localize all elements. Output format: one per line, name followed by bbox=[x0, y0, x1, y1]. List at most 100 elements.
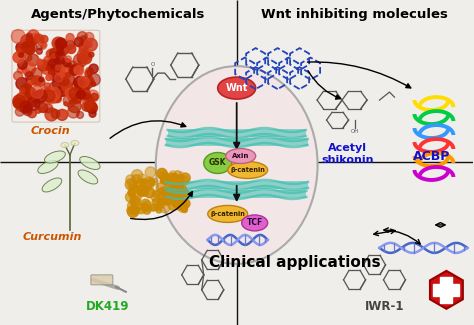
Text: Crocin: Crocin bbox=[30, 126, 70, 136]
Circle shape bbox=[85, 70, 92, 77]
Circle shape bbox=[21, 35, 33, 47]
Circle shape bbox=[159, 171, 169, 180]
Circle shape bbox=[82, 102, 91, 111]
Circle shape bbox=[46, 75, 52, 81]
Circle shape bbox=[70, 66, 79, 75]
Circle shape bbox=[44, 104, 53, 113]
Circle shape bbox=[81, 36, 86, 42]
Circle shape bbox=[27, 91, 33, 97]
Circle shape bbox=[17, 48, 21, 52]
Circle shape bbox=[57, 110, 68, 120]
Circle shape bbox=[37, 78, 45, 86]
Circle shape bbox=[40, 35, 48, 43]
Circle shape bbox=[179, 186, 187, 193]
Circle shape bbox=[82, 52, 86, 56]
Circle shape bbox=[167, 186, 173, 193]
Circle shape bbox=[19, 53, 23, 57]
Circle shape bbox=[169, 171, 177, 178]
Circle shape bbox=[89, 64, 98, 73]
Circle shape bbox=[14, 71, 22, 80]
Circle shape bbox=[22, 107, 27, 113]
Circle shape bbox=[49, 90, 61, 103]
Circle shape bbox=[63, 46, 70, 53]
Circle shape bbox=[82, 76, 94, 88]
Circle shape bbox=[168, 200, 177, 210]
Circle shape bbox=[29, 38, 36, 46]
Circle shape bbox=[77, 81, 89, 93]
Circle shape bbox=[77, 49, 91, 62]
Circle shape bbox=[31, 33, 40, 43]
Circle shape bbox=[160, 203, 170, 213]
Circle shape bbox=[165, 185, 170, 189]
Circle shape bbox=[32, 93, 36, 97]
Circle shape bbox=[91, 82, 96, 86]
Ellipse shape bbox=[218, 77, 255, 99]
Text: Curcumin: Curcumin bbox=[22, 232, 82, 242]
Circle shape bbox=[151, 179, 155, 184]
Circle shape bbox=[84, 38, 97, 51]
Circle shape bbox=[77, 32, 87, 42]
Circle shape bbox=[55, 40, 63, 47]
Circle shape bbox=[52, 90, 62, 100]
Circle shape bbox=[42, 64, 52, 74]
Circle shape bbox=[82, 101, 91, 110]
Circle shape bbox=[131, 192, 141, 202]
Circle shape bbox=[175, 201, 181, 206]
Circle shape bbox=[86, 95, 91, 100]
Circle shape bbox=[143, 177, 155, 188]
Circle shape bbox=[55, 65, 61, 70]
Circle shape bbox=[137, 205, 145, 213]
Circle shape bbox=[39, 60, 47, 69]
Ellipse shape bbox=[242, 215, 268, 231]
Circle shape bbox=[19, 88, 26, 94]
Circle shape bbox=[71, 64, 84, 76]
Circle shape bbox=[66, 33, 74, 42]
Circle shape bbox=[87, 99, 91, 103]
Circle shape bbox=[42, 43, 47, 47]
Circle shape bbox=[79, 41, 89, 51]
Text: OH: OH bbox=[350, 129, 359, 134]
Circle shape bbox=[49, 81, 62, 95]
Circle shape bbox=[57, 48, 64, 55]
Circle shape bbox=[16, 100, 27, 111]
Circle shape bbox=[79, 87, 86, 95]
Circle shape bbox=[169, 205, 174, 210]
Circle shape bbox=[49, 68, 62, 81]
Circle shape bbox=[159, 187, 168, 196]
Circle shape bbox=[130, 198, 139, 206]
Circle shape bbox=[163, 199, 168, 204]
Circle shape bbox=[33, 99, 40, 107]
Circle shape bbox=[163, 196, 172, 205]
Circle shape bbox=[65, 88, 75, 98]
Circle shape bbox=[40, 39, 45, 44]
Circle shape bbox=[141, 185, 146, 191]
Circle shape bbox=[131, 170, 143, 181]
Circle shape bbox=[55, 52, 62, 58]
Circle shape bbox=[26, 72, 33, 80]
Ellipse shape bbox=[78, 170, 98, 184]
Circle shape bbox=[162, 190, 169, 197]
Circle shape bbox=[146, 207, 151, 212]
Circle shape bbox=[80, 52, 92, 64]
Circle shape bbox=[64, 62, 69, 67]
Circle shape bbox=[24, 105, 31, 112]
Circle shape bbox=[25, 54, 32, 61]
Ellipse shape bbox=[71, 140, 79, 146]
Circle shape bbox=[62, 82, 73, 92]
Circle shape bbox=[55, 68, 60, 72]
Circle shape bbox=[141, 199, 150, 209]
Circle shape bbox=[143, 206, 151, 214]
Circle shape bbox=[41, 86, 54, 99]
Circle shape bbox=[137, 185, 148, 196]
Text: Wnt inhibiting molecules: Wnt inhibiting molecules bbox=[261, 8, 448, 21]
Circle shape bbox=[60, 68, 72, 79]
Circle shape bbox=[172, 198, 181, 207]
Circle shape bbox=[21, 35, 31, 46]
Circle shape bbox=[179, 185, 184, 190]
Circle shape bbox=[56, 38, 66, 48]
Circle shape bbox=[151, 204, 158, 211]
Text: Agents/Phytochemicals: Agents/Phytochemicals bbox=[31, 8, 205, 21]
Circle shape bbox=[181, 173, 190, 183]
Circle shape bbox=[27, 36, 32, 42]
Circle shape bbox=[155, 188, 167, 200]
